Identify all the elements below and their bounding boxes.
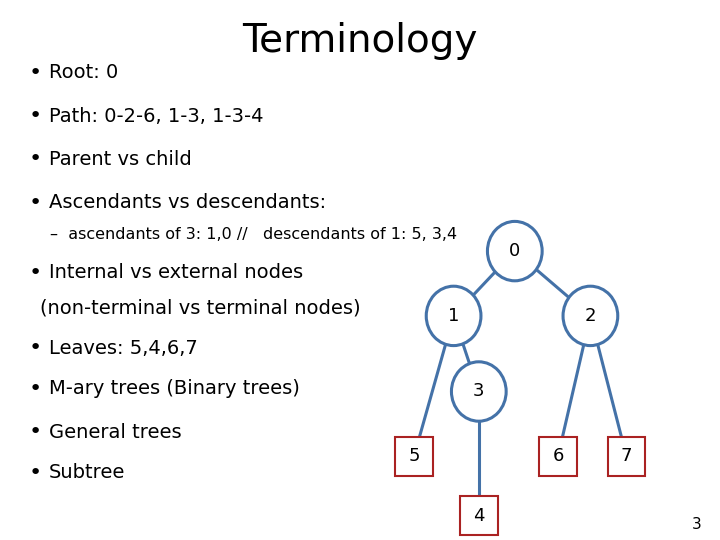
Text: •: • [29,149,42,170]
Text: •: • [29,379,42,399]
Text: 4: 4 [473,507,485,525]
Text: •: • [29,462,42,483]
Text: 0: 0 [509,242,521,260]
Text: •: • [29,106,42,126]
FancyBboxPatch shape [395,437,433,476]
Text: (non-terminal vs terminal nodes): (non-terminal vs terminal nodes) [40,298,360,318]
Text: •: • [29,63,42,83]
Ellipse shape [451,362,506,421]
FancyBboxPatch shape [460,496,498,535]
Ellipse shape [426,286,481,346]
Text: Subtree: Subtree [49,463,125,482]
Text: 7: 7 [621,447,632,465]
Text: Leaves: 5,4,6,7: Leaves: 5,4,6,7 [49,339,198,358]
Ellipse shape [563,286,618,346]
Text: Parent vs child: Parent vs child [49,150,192,169]
Ellipse shape [487,221,542,281]
Text: •: • [29,338,42,359]
Text: –  ascendants of 3: 1,0 //   descendants of 1: 5, 3,4: – ascendants of 3: 1,0 // descendants of… [50,227,457,242]
Text: •: • [29,422,42,442]
Text: General trees: General trees [49,422,181,442]
Text: 5: 5 [408,447,420,465]
Text: Terminology: Terminology [243,22,477,59]
Text: 1: 1 [448,307,459,325]
Text: 3: 3 [692,517,702,532]
Text: Ascendants vs descendants:: Ascendants vs descendants: [49,193,326,212]
FancyBboxPatch shape [539,437,577,476]
Text: M-ary trees (Binary trees): M-ary trees (Binary trees) [49,379,300,399]
Text: Path: 0-2-6, 1-3, 1-3-4: Path: 0-2-6, 1-3, 1-3-4 [49,106,264,126]
Text: •: • [29,192,42,213]
FancyBboxPatch shape [608,437,645,476]
Text: 6: 6 [552,447,564,465]
Text: 3: 3 [473,382,485,401]
Text: 2: 2 [585,307,596,325]
Text: Root: 0: Root: 0 [49,63,118,83]
Text: Internal vs external nodes: Internal vs external nodes [49,263,303,282]
Text: •: • [29,262,42,283]
